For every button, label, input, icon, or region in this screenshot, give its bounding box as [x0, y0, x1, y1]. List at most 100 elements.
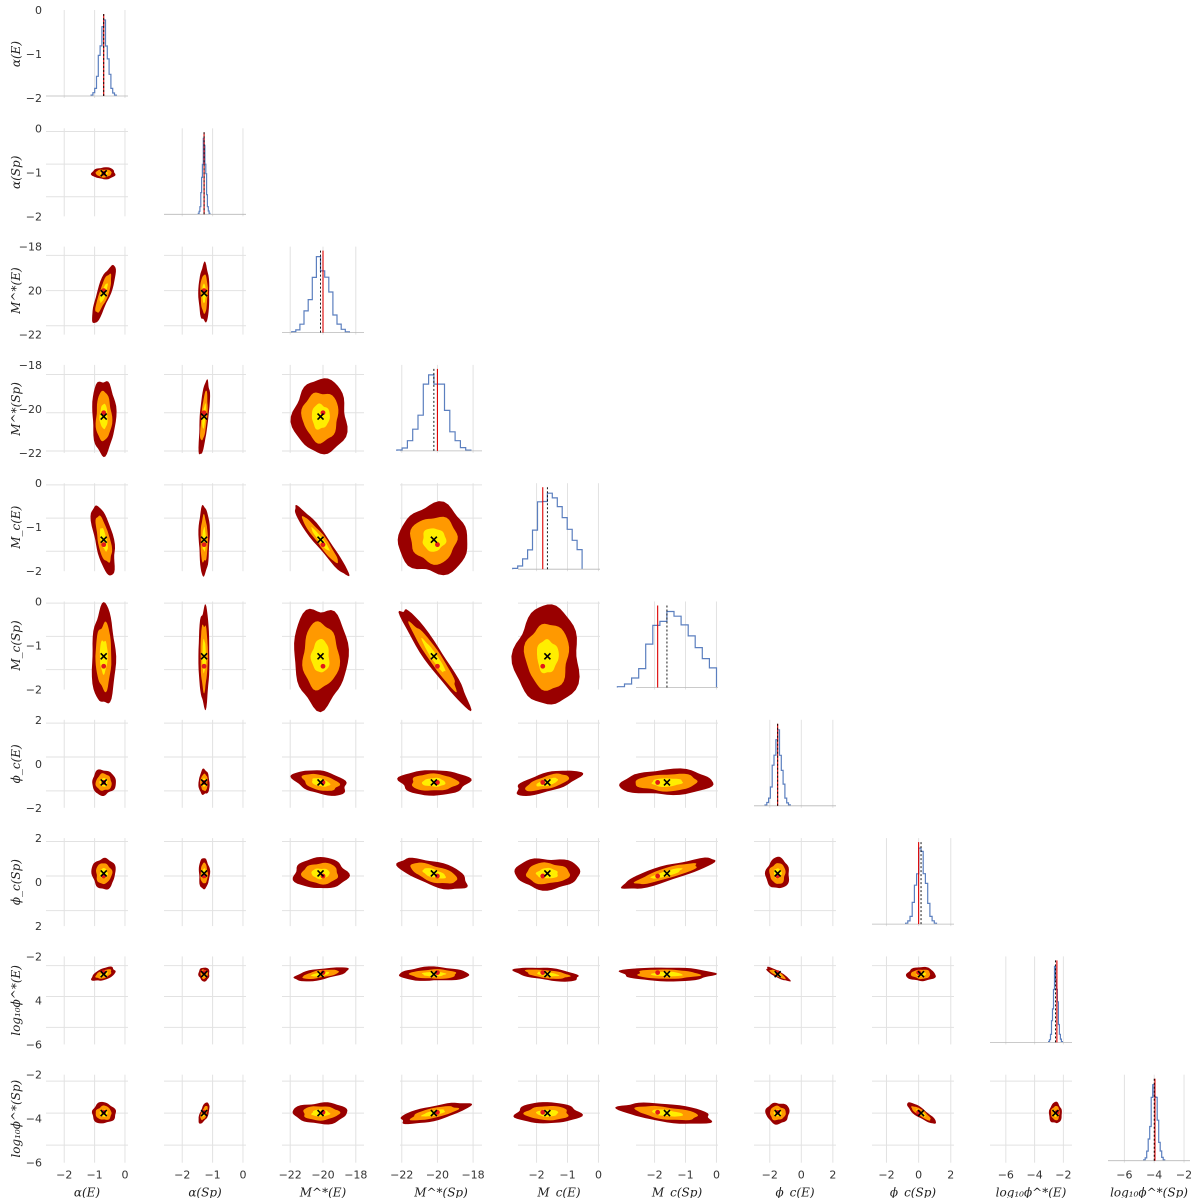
estimate-marker: [100, 536, 108, 544]
y-tick-label: 0: [35, 596, 42, 609]
estimate-marker: [316, 970, 325, 978]
x-tick-label: −2: [1055, 1169, 1071, 1182]
truth-marker: [201, 663, 207, 669]
y-axis-label-0: α(E): [9, 41, 23, 68]
panel-5-0: 0 −1 −2M_c(Sp): [9, 596, 128, 704]
x-tick-label: −6: [998, 1169, 1014, 1182]
truth-marker: [435, 542, 440, 548]
y-tick-label: 2: [35, 714, 42, 727]
panel-7-1: [164, 838, 246, 927]
estimate-marker: [430, 869, 438, 878]
estimate-marker: [917, 1109, 925, 1117]
panel-4-4: [512, 483, 600, 572]
x-tick-label: −1: [86, 1169, 102, 1182]
x-axis-label-1: α(Sp): [188, 1186, 222, 1198]
panel-6-5: [619, 719, 718, 808]
estimate-marker: [200, 869, 208, 878]
truth-marker: [540, 970, 546, 976]
panel-7-4: [514, 838, 600, 927]
panel-8-7: [872, 956, 954, 1045]
y-tick-label: 2: [35, 832, 42, 845]
estimate-marker: [543, 970, 551, 978]
y-tick-label: −2: [26, 92, 42, 105]
estimate-marker: [917, 970, 925, 978]
y-tick-label: −6: [26, 1038, 42, 1051]
estimate-marker: [543, 652, 551, 660]
x-axis-label-7: ϕ_c(Sp): [890, 1186, 936, 1198]
panel-7-5: [620, 838, 718, 927]
panel-6-3: [397, 719, 482, 808]
y-tick-label: −22: [19, 329, 42, 342]
estimate-marker: [316, 412, 325, 421]
estimate-marker: [430, 652, 438, 660]
estimate-marker: [200, 970, 208, 978]
y-tick-label: −18: [19, 359, 42, 372]
panel-5-5: [616, 601, 718, 690]
estimate-marker: [430, 778, 438, 786]
x-tick-label: 2: [829, 1169, 836, 1182]
estimate-marker: [100, 1109, 108, 1117]
truth-marker: [320, 542, 326, 548]
panel-4-0: 0 −1 −2 M_c(E): [9, 477, 128, 578]
estimate-marker: [430, 970, 438, 978]
x-axis-label-9: log₁₀ϕ^*(Sp): [1110, 1186, 1188, 1198]
truth-marker: [101, 663, 107, 669]
y-tick-label: 20: [28, 285, 42, 298]
truth-marker: [201, 542, 207, 548]
y-tick-label: −2: [26, 565, 42, 578]
truth-marker: [655, 873, 661, 879]
estimate-marker: [663, 869, 671, 878]
x-axis-label-6: ϕ_c(E): [775, 1186, 814, 1198]
x-tick-label: 2: [947, 1169, 954, 1182]
truth-marker: [540, 873, 546, 879]
x-tick-label: −6: [1116, 1169, 1132, 1182]
panel-5-4: [511, 601, 600, 705]
y-tick-label: −1: [26, 48, 42, 61]
x-tick-label: −2: [878, 1169, 894, 1182]
panel-7-0: 2 0 2 ϕ_c(Sp): [9, 832, 128, 933]
x-tick-label: −22: [390, 1169, 413, 1182]
panel-6-6: [754, 719, 836, 808]
panel-8-2: [282, 956, 364, 1045]
panel-4-3: [397, 483, 482, 576]
estimate-marker: [774, 869, 782, 878]
x-tick-label: −2: [56, 1169, 72, 1182]
x-tick-label: −1: [204, 1169, 220, 1182]
truth-marker: [540, 663, 546, 669]
x-tick-label: −2: [528, 1169, 544, 1182]
x-tick-label: −22: [279, 1169, 302, 1182]
truth-marker: [101, 542, 107, 548]
x-tick-label: −2: [762, 1169, 778, 1182]
estimate-marker: [200, 652, 208, 660]
panel-5-1: [164, 601, 246, 711]
estimate-marker: [100, 970, 108, 978]
panel-7-7: [872, 838, 954, 927]
x-axis-label-8: log₁₀ϕ^*(E): [996, 1186, 1067, 1198]
x-axis-label-3: M^*(Sp): [413, 1186, 468, 1198]
panel-9-8: −6 −4 −2 log₁₀ϕ^*(E): [990, 1074, 1072, 1198]
estimate-marker: [663, 970, 671, 978]
panel-6-4: [516, 719, 600, 808]
truth-marker: [655, 970, 661, 976]
estimate-marker: [430, 536, 438, 544]
x-tick-label: 0: [915, 1169, 922, 1182]
x-axis-label-2: M^*(E): [299, 1186, 347, 1198]
estimate-marker: [100, 289, 108, 297]
panel-0-0: 0 −1 −2 α(E): [9, 4, 128, 105]
histogram-7: [905, 847, 938, 925]
y-axis-label-8: log₁₀ϕ^*(E): [9, 965, 23, 1036]
y-axis-label-1: α(Sp): [9, 155, 23, 189]
panel-3-1: [164, 364, 246, 455]
x-axis-label-4: M_c(E): [536, 1186, 580, 1198]
truth-marker: [320, 663, 326, 669]
panel-9-2: −22 −20 −18 M^*(E): [279, 1074, 367, 1198]
y-axis-label-2: M^*(E): [9, 267, 23, 315]
estimate-marker: [200, 289, 208, 297]
panel-3-3: [396, 364, 482, 453]
x-tick-label: −18: [344, 1169, 367, 1182]
y-tick-label: 0: [35, 4, 42, 17]
panel-1-0: 0 −1 −2 α(Sp): [9, 122, 128, 223]
y-tick-label: −2: [26, 1069, 42, 1082]
x-tick-label: −20: [426, 1169, 449, 1182]
estimate-marker: [543, 1109, 551, 1117]
